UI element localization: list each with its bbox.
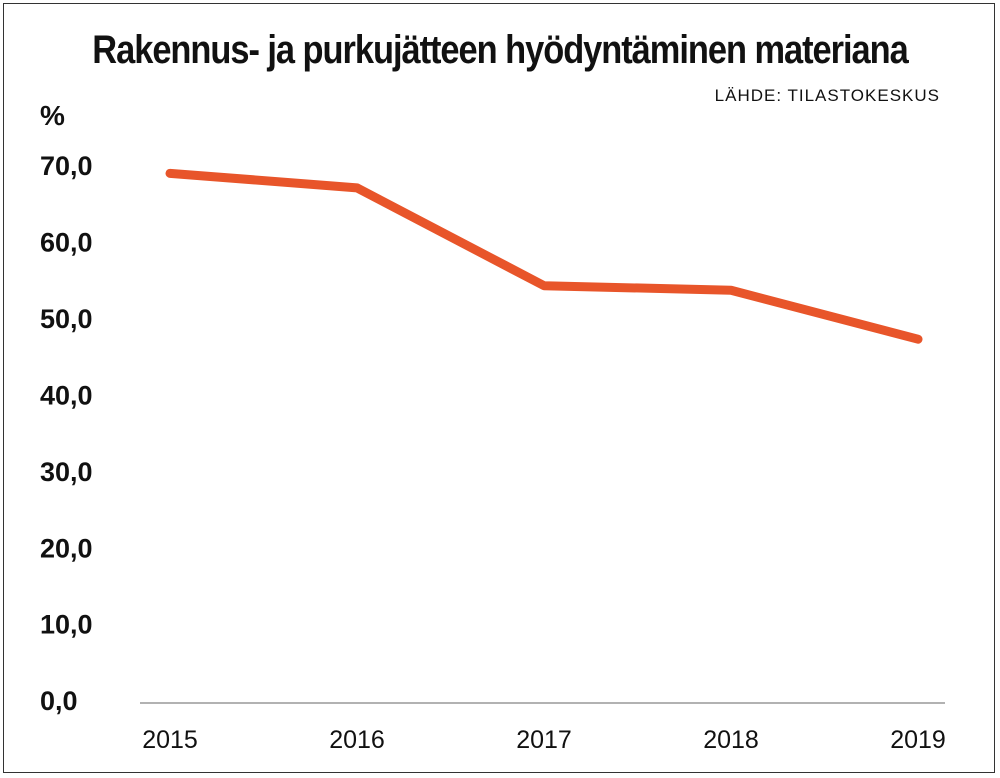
series-group [165,168,923,344]
y-tick-label: 20,0 [40,533,93,563]
y-axis-ticks: 0,0 10,0 20,0 30,0 40,0 50,0 60,0 70,0 [40,151,93,716]
y-tick-label: 30,0 [40,457,93,487]
x-tick-label: 2017 [516,726,572,754]
series-line [165,168,923,344]
y-tick-label: 10,0 [40,610,93,640]
x-tick-label: 2016 [329,726,385,754]
chart-frame [3,3,995,773]
x-tick-label: 2018 [703,726,759,754]
y-axis-unit: % [40,100,65,131]
y-tick-label: 40,0 [40,380,93,410]
y-tick-label: 60,0 [40,228,93,258]
y-tick-label: 0,0 [40,686,78,716]
y-tick-label: 50,0 [40,304,93,334]
chart-source: LÄHDE: TILASTOKESKUS [714,86,940,105]
y-tick-label: 70,0 [40,151,93,181]
x-axis-ticks: 2015 2016 2017 2018 2019 [142,726,946,754]
chart-title: Rakennus- ja purkujätteen hyödyntäminen … [92,28,908,72]
x-tick-label: 2015 [142,726,198,754]
x-tick-label: 2019 [890,726,946,754]
